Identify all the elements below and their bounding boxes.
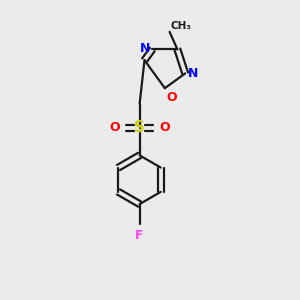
Text: CH₃: CH₃ [171,21,192,31]
Text: S: S [134,120,145,135]
Text: N: N [140,42,150,56]
Text: O: O [110,121,120,134]
Text: N: N [188,67,198,80]
Text: F: F [135,229,144,242]
Text: O: O [166,91,177,104]
Text: O: O [159,121,170,134]
